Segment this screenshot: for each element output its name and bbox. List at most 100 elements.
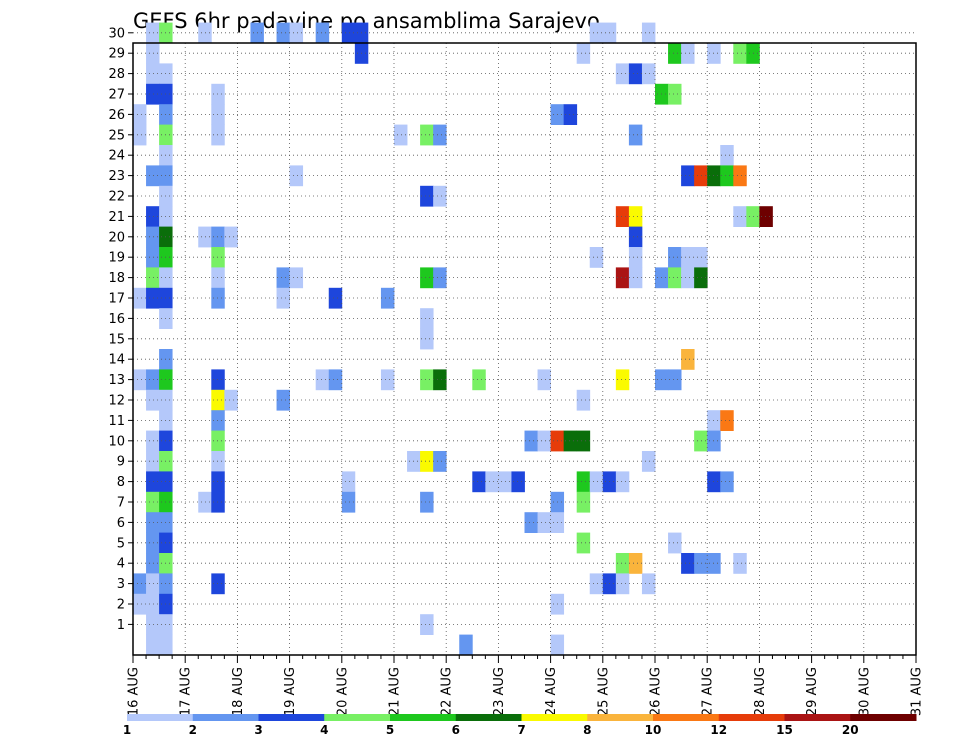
colorbar-segment: [455, 714, 522, 721]
heatmap-cell: [420, 267, 434, 289]
heatmap-cell: [420, 614, 434, 635]
heatmap-cell: [146, 43, 160, 64]
heatmap-cell: [576, 491, 591, 513]
grid-lines: [133, 32, 916, 655]
heatmap-cell: [146, 63, 160, 85]
heatmap-cell: [146, 512, 160, 533]
heatmap-cell: [146, 369, 160, 391]
heatmap-cell: [146, 451, 160, 472]
heatmap-cell: [681, 43, 695, 64]
y-tick-label: 26: [108, 108, 125, 123]
x-tick-label: 18 AUG: [231, 667, 246, 716]
heatmap-cell: [224, 389, 238, 411]
x-tick-label: 29 AUG: [805, 667, 820, 716]
y-tick-label: 2: [117, 598, 125, 613]
heatmap-cell: [211, 226, 225, 248]
heatmap-cell: [159, 634, 173, 656]
heatmap-cell: [211, 124, 225, 146]
heatmap-cell: [589, 573, 604, 595]
y-tick-label: 5: [117, 536, 125, 551]
heatmap-cell: [328, 369, 343, 391]
y-tick-label: 4: [117, 557, 125, 572]
colorbar-label: 8: [583, 723, 591, 737]
heatmap-cell: [694, 165, 708, 187]
heatmap-cell: [681, 165, 695, 187]
heatmap-cell: [459, 634, 473, 656]
heatmap-cell: [315, 22, 330, 44]
heatmap-cell: [615, 206, 630, 227]
heatmap-cell: [576, 430, 591, 452]
colorbar-segment: [324, 714, 391, 721]
y-tick-label: 8: [117, 475, 125, 490]
heatmap-cell: [420, 308, 434, 329]
heatmap-cell: [720, 471, 734, 493]
y-tick-label: 18: [108, 271, 125, 286]
heatmap-cell: [211, 267, 225, 289]
heatmap-cell: [146, 206, 160, 227]
heatmap-cell: [133, 287, 147, 309]
heatmap-cell: [146, 614, 160, 635]
heatmap-cell: [133, 369, 147, 391]
heatmap-cell: [733, 165, 747, 187]
y-tick-label: 14: [108, 353, 125, 368]
y-tick-label: 30: [108, 26, 125, 41]
y-tick-label: 19: [108, 251, 125, 266]
heatmap-cell: [589, 471, 604, 493]
heatmap-cell: [720, 145, 734, 166]
heatmap-cell: [420, 369, 434, 391]
x-tick-label: 16 AUG: [127, 667, 142, 716]
heatmap-cell: [420, 124, 434, 146]
colorbar-segment: [653, 714, 720, 721]
x-tick-label: 20 AUG: [335, 667, 350, 716]
heatmap-cell: [550, 634, 565, 656]
heatmap-cell: [224, 226, 238, 248]
x-tick-label: 27 AUG: [701, 667, 716, 716]
heatmap-cell: [420, 185, 434, 207]
x-tick-label: 19 AUG: [283, 667, 298, 716]
y-tick-label: 23: [108, 169, 125, 184]
heatmap-cell: [433, 267, 447, 289]
x-tick-label: 25 AUG: [596, 667, 611, 716]
y-tick-label: 10: [108, 434, 125, 449]
heatmap-cell: [576, 389, 591, 411]
y-tick-label: 3: [117, 577, 125, 592]
heatmap-cell: [668, 369, 682, 391]
heatmap-cell: [211, 471, 225, 493]
heatmap-cell: [720, 410, 734, 431]
heatmap-cell: [733, 43, 747, 64]
heatmap-cell: [681, 349, 695, 370]
colorbar-label: 5: [386, 723, 394, 737]
heatmap-cell: [420, 328, 434, 350]
heatmap-cell: [198, 22, 212, 44]
heatmap-cell: [146, 165, 160, 187]
heatmap-cell: [641, 63, 656, 85]
heatmap-cell: [211, 573, 225, 595]
heatmap-cell: [420, 451, 434, 472]
heatmap-cell: [211, 83, 225, 105]
colorbar-label: 6: [452, 723, 460, 737]
y-tick-label: 6: [117, 516, 125, 531]
heatmap-cell: [146, 430, 160, 452]
heatmap-cell: [589, 247, 604, 268]
heatmap-cell: [146, 471, 160, 493]
x-tick-label: 23 AUG: [492, 667, 507, 716]
heatmap-cell: [615, 369, 630, 391]
y-tick-label: 20: [108, 230, 125, 245]
colorbar-label: 4: [320, 723, 328, 737]
heatmap-cell: [289, 267, 304, 289]
colorbar-segment: [127, 714, 194, 721]
heatmap-cell: [433, 369, 447, 391]
x-tick-label: 30 AUG: [857, 667, 872, 716]
y-axis: 1234567891011121314151617181920212223242…: [108, 26, 133, 633]
colorbar-segment: [784, 714, 851, 721]
y-tick-label: 15: [108, 332, 125, 347]
colorbar-segment: [718, 714, 785, 721]
heatmap-cell: [615, 63, 630, 85]
heatmap-cell: [641, 573, 656, 595]
heatmap-cell: [641, 451, 656, 472]
colorbar-label: 3: [254, 723, 262, 737]
x-tick-label: 28 AUG: [753, 667, 768, 716]
heatmap-cell: [589, 22, 604, 44]
y-tick-label: 24: [108, 149, 125, 164]
heatmap-cell: [668, 247, 682, 268]
